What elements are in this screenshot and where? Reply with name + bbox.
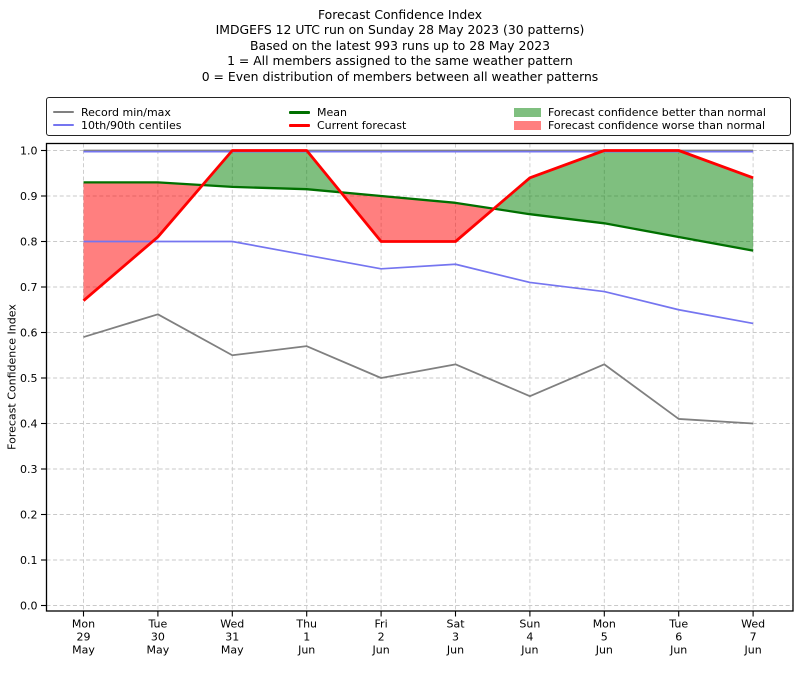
- x-tick-label: Jun: [520, 644, 538, 657]
- chart-subtitle-1: IMDGEFS 12 UTC run on Sunday 28 May 2023…: [215, 22, 585, 38]
- x-tick-label: Thu: [295, 618, 317, 631]
- legend-item-confidence-better: Forecast confidence better than normal: [514, 105, 766, 119]
- x-tick-label: Mon: [72, 618, 95, 631]
- x-tick-label: Sat: [446, 618, 465, 631]
- x-tick-label: 30: [151, 631, 165, 644]
- y-tick-label: 0.8: [20, 235, 38, 248]
- legend-label: Forecast confidence better than normal: [548, 105, 766, 119]
- y-tick-label: 0.5: [20, 372, 38, 385]
- fill-better-region: [202, 150, 341, 193]
- y-tick-label: 0.4: [20, 417, 38, 430]
- x-tick-label: Mon: [593, 618, 616, 631]
- x-tick-label: Wed: [220, 618, 244, 631]
- legend-item-centiles: 10th/90th centiles: [53, 118, 181, 132]
- current-forecast-line-swatch: [289, 123, 310, 127]
- x-tick-label: May: [72, 644, 95, 657]
- legend-label: 10th/90th centiles: [81, 118, 182, 132]
- x-tick-label: Fri: [375, 618, 388, 631]
- x-tick-label: 29: [77, 631, 91, 644]
- y-axis-title: Forecast Confidence Index: [6, 304, 19, 450]
- series-record_min-line: [83, 313, 754, 425]
- x-tick-label: Jun: [297, 644, 315, 657]
- fill-better-region: [493, 150, 754, 251]
- x-tick-label: Jun: [669, 644, 687, 657]
- x-tick-label: 1: [303, 631, 310, 644]
- x-tick-label: 2: [378, 631, 385, 644]
- x-tick-label: 3: [452, 631, 459, 644]
- legend-label: Forecast confidence worse than normal: [548, 118, 766, 132]
- x-tick-label: Tue: [668, 618, 688, 631]
- x-tick-label: 6: [675, 631, 682, 644]
- y-tick-label: 0.6: [20, 326, 38, 339]
- record-minmax-line-swatch: [53, 111, 74, 113]
- plot-border: [45, 142, 794, 612]
- fill-worse-region: [340, 192, 494, 242]
- x-tick-label: Jun: [446, 644, 464, 657]
- y-tick-label: 0.3: [20, 463, 38, 476]
- centiles-line-swatch: [53, 124, 74, 126]
- x-tick-label: Sun: [519, 618, 540, 631]
- chart-title: Forecast Confidence Index: [317, 7, 483, 22]
- x-tick-label: May: [221, 644, 244, 657]
- x-tick-label: Jun: [744, 644, 762, 657]
- series-mean-line: [83, 181, 754, 252]
- x-tick-label: Jun: [372, 644, 390, 657]
- y-tick-label: 0.2: [20, 508, 38, 521]
- series-p10-line: [83, 240, 754, 325]
- legend-item-mean: Mean: [289, 105, 347, 119]
- x-tick-label: 31: [225, 631, 239, 644]
- chart-subtitle-4: 0 = Even distribution of members between…: [201, 68, 599, 84]
- x-tick-label: 4: [526, 631, 533, 644]
- series-current-line: [82, 149, 754, 302]
- chart-subtitle-3: 1 = All members assigned to the same wea…: [227, 53, 573, 69]
- y-tick-label: 0.9: [20, 190, 38, 203]
- y-tick-label: 0.1: [20, 554, 38, 567]
- x-tick-label: Wed: [741, 618, 765, 631]
- legend-item-current-forecast: Current forecast: [289, 118, 406, 132]
- confidence-better-patch-swatch: [514, 107, 541, 117]
- x-tick-label: 7: [750, 631, 757, 644]
- chart-legend: Record min/max 10th/90th centiles Mean C…: [46, 97, 791, 136]
- x-tick-label: Jun: [595, 644, 613, 657]
- chart-subtitle-2: Based on the latest 993 runs up to 28 Ma…: [249, 37, 550, 53]
- legend-label: Mean: [317, 105, 347, 119]
- y-tick-label: 1.0: [20, 144, 38, 157]
- legend-label: Record min/max: [81, 105, 171, 119]
- chart-title-block: Forecast Confidence Index IMDGEFS 12 UTC…: [0, 7, 800, 84]
- legend-label: Current forecast: [317, 118, 407, 132]
- x-tick-label: May: [147, 644, 170, 657]
- legend-item-record-minmax: Record min/max: [53, 105, 171, 119]
- x-tick-label: 5: [601, 631, 608, 644]
- confidence-worse-patch-swatch: [514, 120, 541, 130]
- mean-line-swatch: [289, 110, 310, 114]
- y-tick-label: 0.0: [20, 599, 38, 612]
- x-tick-label: Tue: [148, 618, 168, 631]
- y-tick-label: 0.7: [20, 281, 38, 294]
- legend-item-confidence-worse: Forecast confidence worse than normal: [514, 118, 765, 132]
